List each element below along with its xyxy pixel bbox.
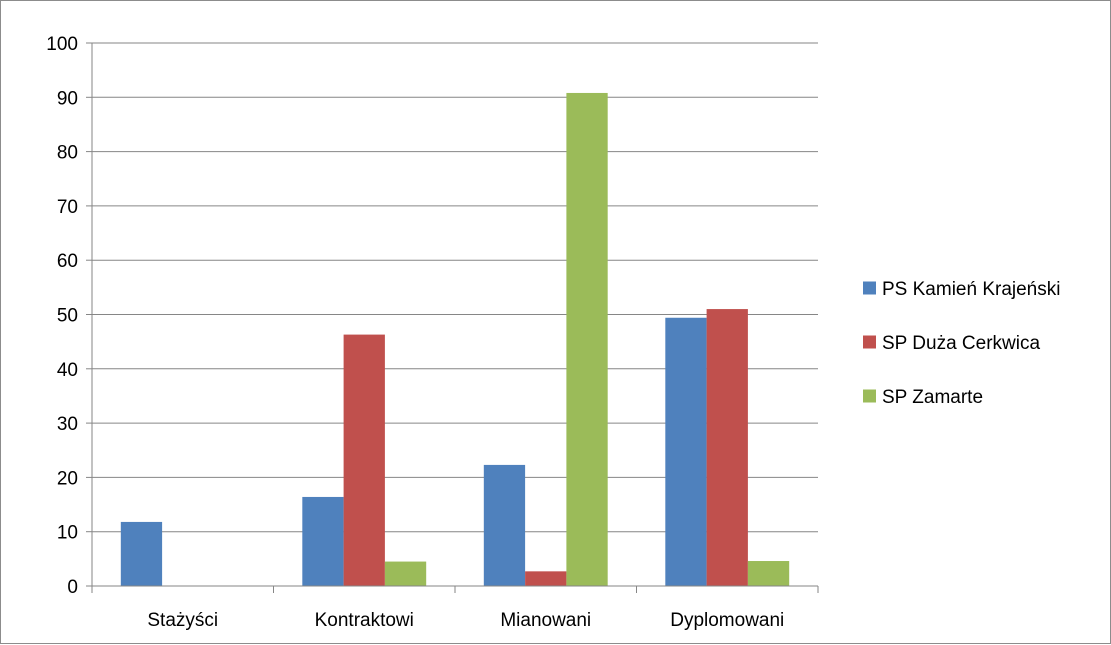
x-category-label: Dyplomowani [670,610,784,631]
y-tick-label: 20 [57,468,78,489]
legend: PS Kamień Krajeński SP Duża Cerkwica SP Za… [863,279,1060,408]
bar [747,561,790,586]
legend-swatch [863,389,876,403]
axes: 0 10 20 30 40 50 60 70 80 90 100 Stażyści Kontraktow… [46,34,819,631]
gridlines [92,42,818,533]
y-tick-label: 50 [57,306,78,327]
y-tick-label: 30 [57,414,78,435]
legend-swatch [863,335,876,349]
bar [706,309,748,586]
x-category-label: Mianowani [500,610,591,631]
bar [665,317,707,586]
y-tick-label: 90 [57,88,78,109]
y-tick-label: 60 [57,251,78,272]
y-tick-label: 0 [67,577,78,598]
bar [120,521,163,586]
bar [384,561,427,586]
y-tick-label: 10 [57,523,78,544]
legend-label: PS Kamień Krajeński [882,279,1060,300]
x-category-label: Stażyści [147,610,218,631]
legend-label: SP Duża Cerkwica [882,333,1040,354]
bar [566,92,608,587]
y-tick-label: 100 [46,34,78,55]
y-tick-label: 70 [57,197,78,218]
bar [343,334,385,586]
x-category-label: Kontraktowi [315,610,414,631]
bar [483,464,526,586]
legend-label: SP Zamarte [882,387,983,408]
y-tick-label: 80 [57,143,78,164]
bar [525,571,567,586]
bar [302,496,344,586]
y-tick-label: 40 [57,360,78,381]
legend-swatch [863,281,876,295]
bars [120,92,790,587]
